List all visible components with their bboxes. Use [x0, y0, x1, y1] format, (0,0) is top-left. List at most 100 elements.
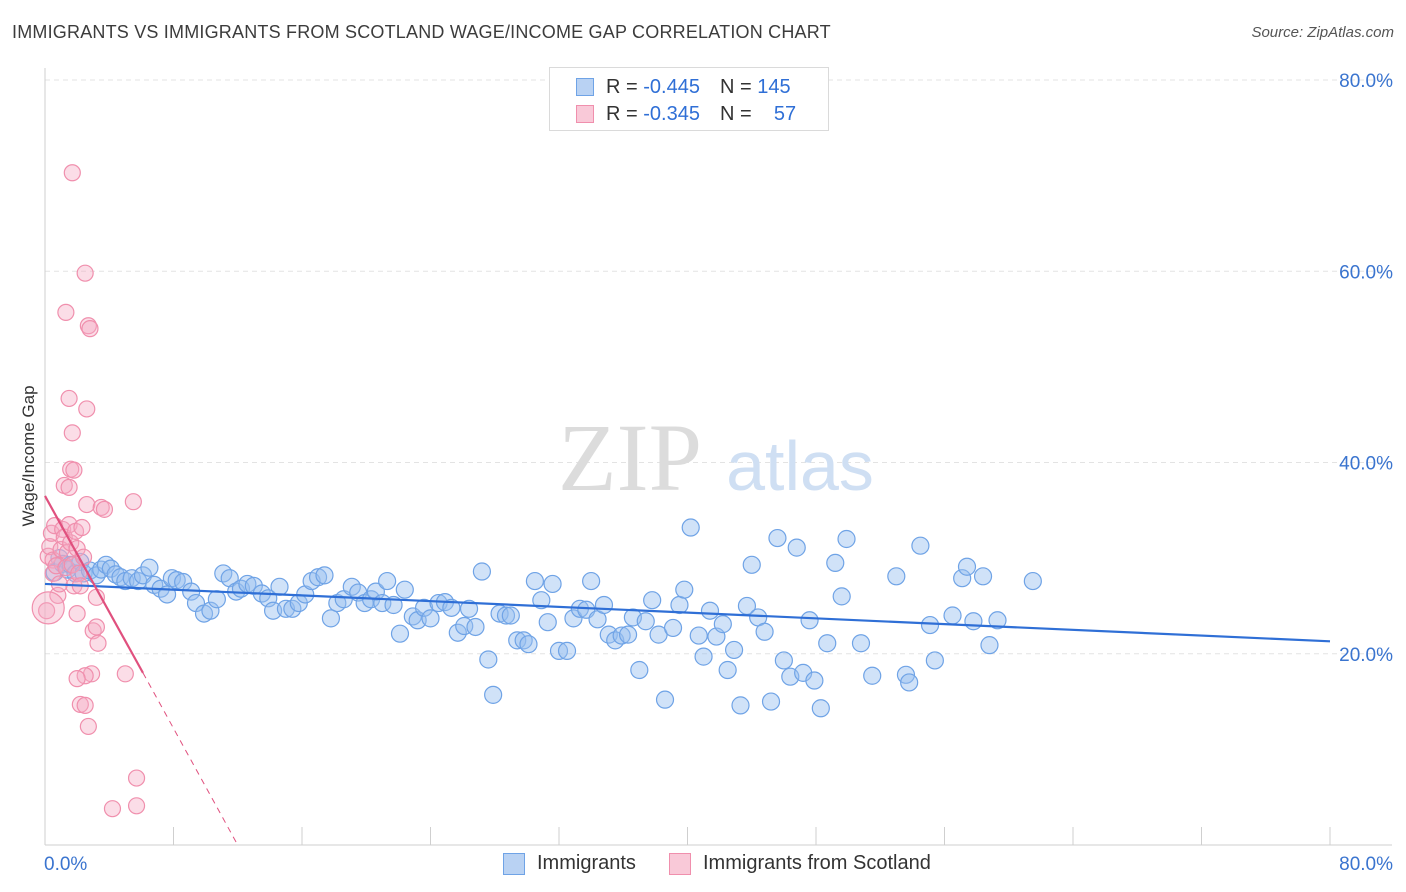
watermark-atlas: atlas — [726, 427, 874, 505]
legend-n-value: 145 — [757, 75, 791, 98]
watermark: ZIP atlas — [558, 404, 874, 511]
point-immigrants-132 — [851, 634, 871, 653]
point-scotland-55 — [127, 797, 146, 815]
watermark-zip: ZIP — [558, 404, 702, 511]
point-immigrants-140 — [943, 606, 962, 625]
series-legend-immigrants[interactable]: Immigrants — [503, 852, 636, 875]
point-immigrants-102 — [655, 690, 675, 709]
point-immigrants-76 — [496, 606, 516, 625]
y-tick-label-1: 40.0% — [1339, 454, 1393, 475]
chart-title: IMMIGRANTS VS IMMIGRANTS FROM SCOTLAND W… — [12, 22, 831, 42]
point-immigrants-145 — [980, 636, 999, 655]
source-label: Source: ZipAtlas.com — [1251, 24, 1394, 41]
point-immigrants-81 — [525, 571, 545, 591]
point-immigrants-99 — [636, 612, 655, 631]
point-scotland-51 — [103, 800, 122, 818]
point-immigrants-68 — [448, 623, 467, 642]
point-immigrants-121 — [774, 651, 793, 670]
point-immigrants-111 — [713, 615, 732, 634]
point-immigrants-72 — [472, 562, 491, 581]
point-immigrants-30 — [207, 590, 226, 609]
point-immigrants-131 — [837, 529, 856, 549]
point-immigrants-107 — [689, 626, 708, 645]
point-scotland-34 — [78, 495, 96, 514]
legend-n-label: N = — [719, 75, 752, 98]
point-immigrants-139 — [925, 651, 944, 670]
point-immigrants-77 — [501, 606, 520, 625]
point-immigrants-136 — [900, 673, 919, 692]
trend-scotland-extrapolated — [142, 672, 237, 843]
point-immigrants-84 — [543, 574, 562, 594]
point-immigrants-60 — [395, 580, 414, 599]
point-immigrants-55 — [366, 582, 385, 601]
point-immigrants-130 — [832, 587, 851, 606]
point-scotland-43 — [89, 634, 107, 652]
series-legend: Immigrants Immigrants from Scotland — [0, 852, 1406, 878]
point-immigrants-24 — [167, 571, 186, 590]
point-immigrants-128 — [818, 634, 837, 653]
point-scotland-47 — [76, 696, 94, 714]
point-scotland-53 — [124, 493, 142, 511]
point-scotland-24 — [60, 389, 78, 408]
point-immigrants-126 — [805, 671, 824, 690]
point-immigrants-63 — [414, 598, 434, 617]
point-immigrants-29 — [201, 601, 220, 620]
point-immigrants-83 — [538, 613, 557, 632]
point-scotland-0 — [38, 602, 56, 620]
trend-immigrants — [44, 582, 1331, 643]
y-tick-label-3: 80.0% — [1339, 71, 1393, 92]
point-immigrants-71 — [466, 617, 485, 637]
x-tick-label-1: 80.0% — [1339, 854, 1393, 875]
point-immigrants-146 — [988, 611, 1007, 630]
point-immigrants-73 — [479, 650, 498, 669]
point-immigrants-87 — [564, 609, 583, 628]
point-scotland-35 — [79, 317, 97, 335]
point-immigrants-70 — [459, 599, 479, 618]
point-scotland-37 — [81, 320, 99, 338]
axes — [44, 68, 1392, 846]
point-immigrants-119 — [761, 692, 781, 711]
point-immigrants-67 — [442, 598, 461, 617]
legend-swatch-pink — [576, 105, 594, 123]
legend-row-immigrants: R = -0.445 N = 145 — [576, 75, 791, 99]
trend-scotland — [44, 495, 144, 674]
point-immigrants-78 — [508, 631, 527, 650]
point-immigrants-142 — [957, 557, 977, 576]
series-legend-scotland[interactable]: Immigrants from Scotland — [669, 852, 931, 875]
point-immigrants-137 — [911, 536, 930, 555]
series-immigrants-from-scotland — [31, 164, 146, 818]
point-immigrants-64 — [421, 609, 440, 628]
point-immigrants-144 — [973, 567, 993, 586]
point-immigrants-106 — [681, 518, 700, 537]
grid-lines — [45, 79, 1392, 655]
series-legend-label: Immigrants from Scotland — [703, 852, 931, 874]
y-tick-label-0: 20.0% — [1339, 645, 1393, 666]
point-immigrants-19 — [140, 558, 159, 577]
point-scotland-45 — [95, 500, 114, 518]
legend-n-label: N = — [719, 102, 752, 125]
point-immigrants-109 — [700, 601, 720, 620]
legend-swatch-blue — [576, 78, 594, 96]
series-immigrants — [45, 518, 1042, 718]
point-immigrants-133 — [863, 666, 882, 685]
series-swatch-pink — [669, 852, 691, 875]
point-immigrants-57 — [378, 571, 397, 591]
point-scotland-28 — [63, 424, 81, 442]
legend-r-value: -0.345 — [643, 102, 700, 125]
point-immigrants-125 — [800, 611, 819, 630]
point-immigrants-114 — [731, 696, 750, 715]
point-immigrants-98 — [630, 660, 649, 680]
point-immigrants-141 — [953, 569, 972, 588]
point-immigrants-47 — [315, 566, 334, 585]
point-immigrants-129 — [826, 553, 845, 573]
point-immigrants-86 — [557, 641, 577, 660]
point-immigrants-147 — [1023, 571, 1042, 591]
point-scotland-50 — [87, 618, 106, 636]
point-scotland-25 — [57, 303, 75, 321]
point-scotland-26 — [60, 478, 78, 496]
point-immigrants-82 — [532, 591, 551, 610]
point-scotland-29 — [65, 461, 83, 479]
point-scotland-33 — [78, 400, 96, 418]
point-scotland-38 — [63, 164, 81, 182]
